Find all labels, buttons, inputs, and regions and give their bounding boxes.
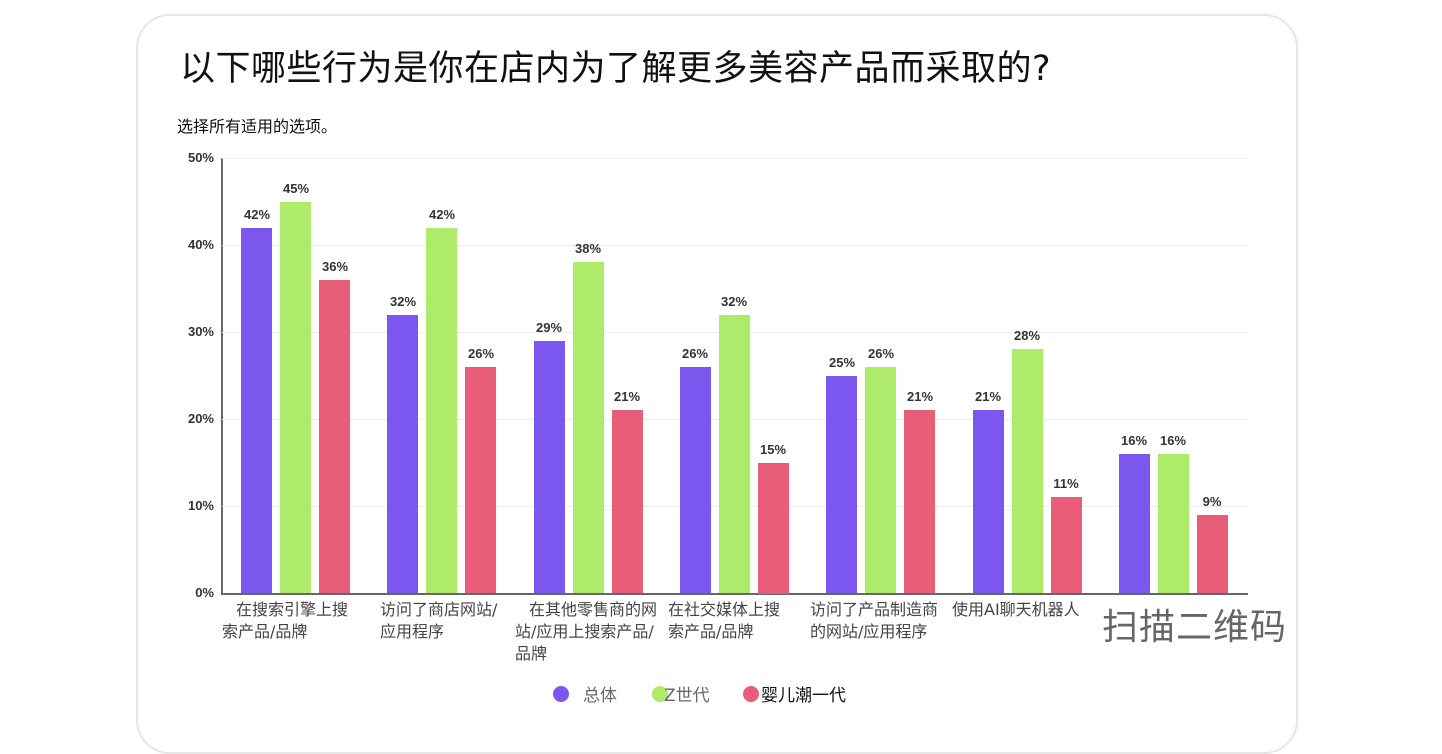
y-tick-label: 0% <box>195 585 214 600</box>
bar[interactable] <box>241 228 272 593</box>
x-category-label: 访问了产品制造商 的网站/应用程序 <box>810 600 939 641</box>
bar[interactable] <box>465 367 496 593</box>
bar[interactable] <box>1119 454 1150 593</box>
bar[interactable] <box>973 410 1004 593</box>
bar[interactable] <box>1158 454 1189 593</box>
bar-value-label: 16% <box>1120 433 1148 448</box>
bar-value-label: 26% <box>681 346 709 361</box>
legend-dot-gen-z <box>652 685 668 702</box>
legend-dot-overall <box>553 685 569 702</box>
bar[interactable] <box>573 262 604 593</box>
legend-label: 总体 <box>583 686 617 706</box>
bar-value-label: 15% <box>759 442 787 457</box>
chart-title: 以下哪些行为是你在店内为了解更多美容产品而采取的? <box>180 49 1052 89</box>
legend-label: Z世代 <box>664 686 710 706</box>
legend-dot-boomer <box>743 685 759 702</box>
bar[interactable] <box>319 280 350 593</box>
legend-item-gen-z[interactable]: Z世代 <box>652 681 710 706</box>
bar-value-label: 26% <box>867 346 895 361</box>
bar[interactable] <box>1012 349 1043 593</box>
bar[interactable] <box>387 315 418 593</box>
x-axis <box>221 593 1248 595</box>
y-tick-label: 50% <box>187 150 214 165</box>
y-tick-label: 40% <box>187 237 214 252</box>
x-category-label: 使用AI聊天机器人 <box>952 600 1080 619</box>
bar[interactable] <box>612 410 643 593</box>
bar[interactable] <box>426 228 457 593</box>
bar-value-label: 45% <box>282 181 310 196</box>
bar[interactable] <box>1197 515 1228 593</box>
gridline <box>222 245 1248 246</box>
x-category-label: 在社交媒体上搜 索产品/品牌 <box>668 600 781 641</box>
x-category-label: 访问了商店网站/应用程序 <box>380 600 498 641</box>
y-tick-label: 10% <box>187 498 214 513</box>
bar[interactable] <box>1051 497 1082 593</box>
legend-label: 婴儿潮一代 <box>759 681 846 706</box>
bar-value-label: 21% <box>613 389 641 404</box>
bar-value-label: 42% <box>243 207 271 222</box>
bar[interactable] <box>904 410 935 593</box>
bar-value-label: 32% <box>389 294 417 309</box>
bar[interactable] <box>719 315 750 593</box>
y-tick-label: 20% <box>187 411 214 426</box>
legend-item-boomer[interactable]: 婴儿潮一代 <box>743 681 846 706</box>
y-tick-label: 30% <box>187 324 214 339</box>
bar-value-label: 42% <box>428 207 456 222</box>
y-axis <box>221 158 223 594</box>
bar-value-label: 21% <box>974 389 1002 404</box>
bar[interactable] <box>680 367 711 593</box>
bar-value-label: 29% <box>535 320 563 335</box>
bar-value-label: 28% <box>1013 328 1041 343</box>
legend-item-overall[interactable]: 总体 <box>553 681 617 706</box>
x-category-label: 在其他零售商的网 站/应用上搜索产品/品牌 <box>515 600 658 663</box>
bar-value-label: 32% <box>720 294 748 309</box>
chart-legend: 总体 Z世代 婴儿潮一代 <box>0 681 1442 711</box>
bar-value-label: 11% <box>1053 476 1079 491</box>
bar-value-label: 21% <box>906 389 934 404</box>
chart-subtitle: 选择所有适用的选项。 <box>177 117 338 136</box>
x-category-label: 在搜索引擎上搜 索产品/品牌 <box>222 600 349 641</box>
bar-value-label: 16% <box>1159 433 1187 448</box>
bar-value-label: 36% <box>321 259 349 274</box>
bar-value-label: 26% <box>467 346 495 361</box>
scan-qr-label: 扫描二维码 <box>1102 607 1288 648</box>
bar-value-label: 38% <box>574 241 602 256</box>
bar[interactable] <box>826 376 857 593</box>
bar[interactable] <box>280 202 311 593</box>
bar-chart: 0% 10% 20% 30% 40% 50% 42% 45% 36% 32% 42% 26% 29% 38… <box>187 150 1248 663</box>
bar[interactable] <box>865 367 896 593</box>
bar-value-label: 9% <box>1202 494 1222 509</box>
bar[interactable] <box>534 341 565 593</box>
bar-value-label: 25% <box>828 355 856 370</box>
bar[interactable] <box>758 463 789 594</box>
gridline <box>222 158 1248 159</box>
